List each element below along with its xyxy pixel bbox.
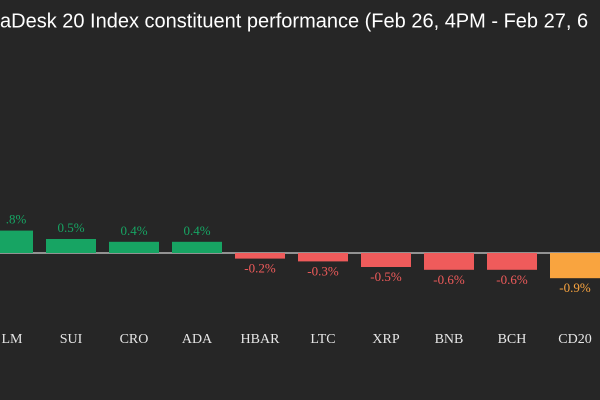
value-label: -0.2% [244,261,276,276]
x-tick-label: XRP [372,332,399,347]
bar [46,239,96,253]
bar [235,253,285,259]
bar [109,241,159,253]
value-label: 0.4% [120,223,147,238]
x-tick-label: LM [2,332,24,347]
x-tick-label: CRO [120,332,149,347]
bar [487,253,537,270]
x-tick-label: HBAR [241,332,281,347]
x-tick-label: BNB [435,332,464,347]
value-label: 0.5% [57,220,84,235]
bar [361,253,411,267]
value-label: .8% [6,212,27,227]
value-label: 0.4% [183,223,210,238]
bar [550,253,600,279]
x-tick-label: CD20 [558,332,591,347]
value-label: -0.3% [307,263,339,278]
x-tick-label: SUI [60,332,83,347]
x-tick-label: BCH [498,332,527,347]
value-label: -0.6% [433,272,465,287]
bar [298,253,348,262]
x-tick-label: ADA [182,332,213,347]
bar [424,253,474,270]
value-label: -0.9% [559,280,591,295]
bar [172,241,222,253]
value-label: -0.5% [370,269,402,284]
bar [0,230,33,253]
value-label: -0.6% [496,272,528,287]
chart-title: aDesk 20 Index constituent performance (… [0,10,588,32]
x-tick-label: LTC [310,332,335,347]
